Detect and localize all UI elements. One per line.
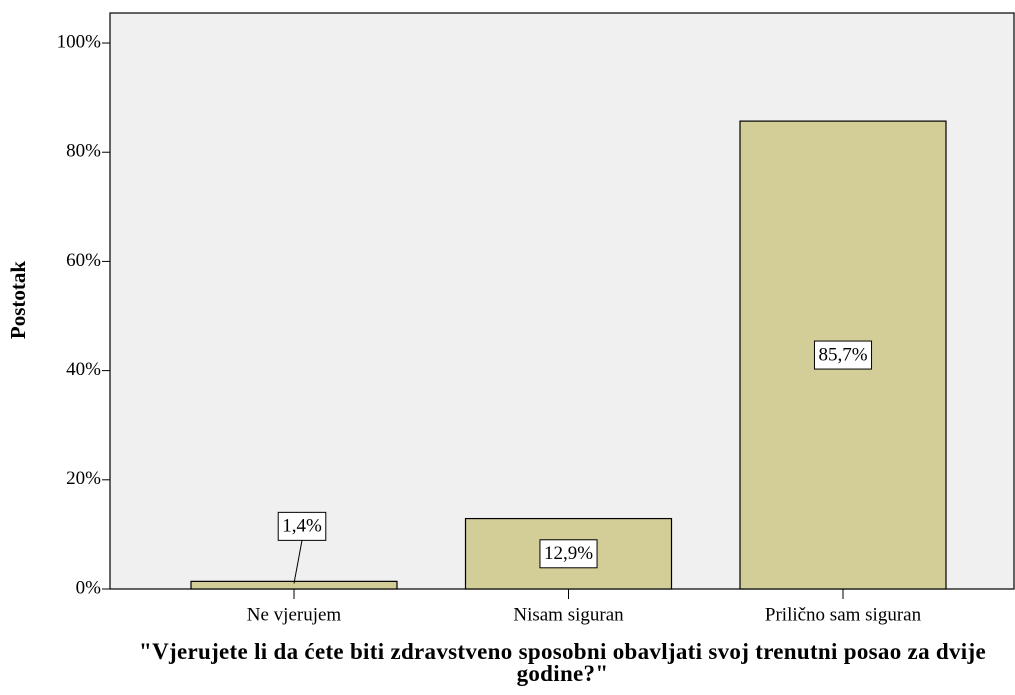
value-label-box xyxy=(277,511,327,541)
value-label: 85,7% xyxy=(818,344,867,365)
y-tick-label: 40% xyxy=(66,359,101,380)
value-label-box xyxy=(813,340,873,370)
y-tick-label: 100% xyxy=(57,31,102,52)
y-tick-label: 80% xyxy=(66,141,101,162)
label-leader xyxy=(293,540,303,584)
x-axis-title: "Vjerujete li da ćete biti zdravstveno s… xyxy=(139,639,986,686)
y-tick-label: 20% xyxy=(66,468,101,489)
value-label: 12,9% xyxy=(544,543,593,564)
x-tick-label: Ne vjerujem xyxy=(247,604,342,625)
value-label: 1,4% xyxy=(282,516,322,537)
y-tick-label: 0% xyxy=(76,577,102,598)
x-tick-label: Nisam siguran xyxy=(513,604,624,625)
x-tick-label: Prilično sam siguran xyxy=(765,604,922,625)
y-tick-label: 60% xyxy=(66,250,101,271)
y-axis-label: Postotak xyxy=(6,261,30,339)
value-label-box xyxy=(539,539,598,569)
